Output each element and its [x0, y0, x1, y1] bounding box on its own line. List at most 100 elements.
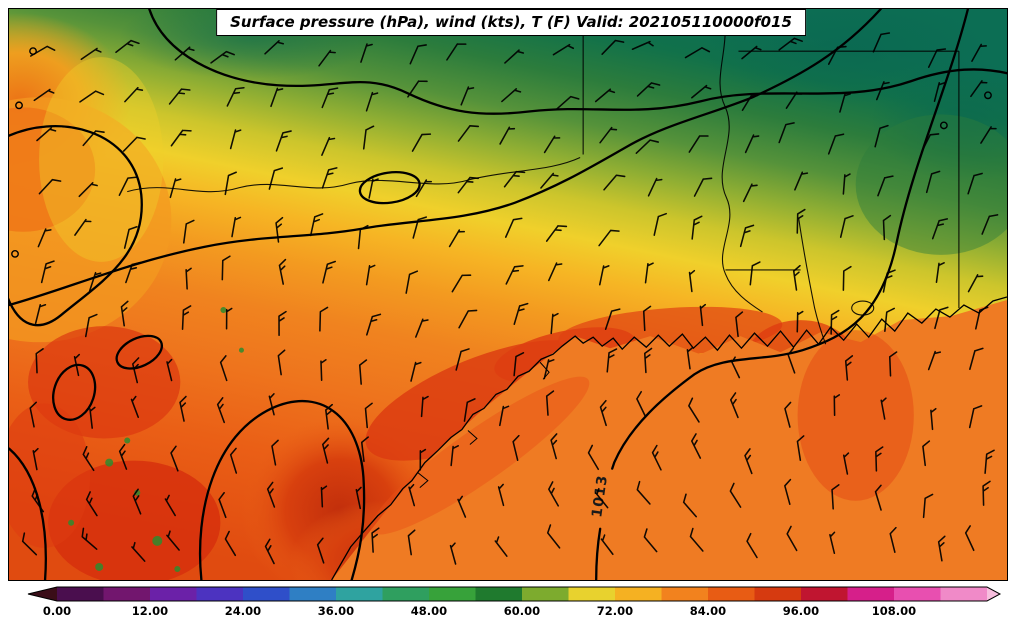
- wind-barb: [880, 397, 887, 420]
- wind-barb: [420, 395, 429, 418]
- colorbar-segment: [475, 587, 522, 601]
- wind-barb: [446, 43, 467, 61]
- wind-barb: [229, 447, 238, 474]
- wind-barb: [682, 493, 697, 518]
- wind-barb: [691, 84, 712, 99]
- wind-barb: [38, 178, 62, 195]
- wind-barb: [40, 260, 55, 284]
- wind-barb: [448, 229, 466, 248]
- wind-barb: [842, 452, 850, 475]
- wind-barb: [85, 491, 98, 517]
- wind-barb: [224, 171, 237, 196]
- wind-barb: [920, 133, 940, 153]
- wind-barb: [784, 478, 792, 505]
- wind-barb: [455, 348, 470, 371]
- wind-barb: [982, 480, 991, 506]
- wind-barb: [80, 47, 102, 61]
- pressure-contours: [9, 9, 1007, 580]
- wind-barb: [268, 393, 275, 416]
- wind-barb: [270, 87, 284, 108]
- wind-barb: [316, 537, 325, 564]
- wind-barb: [688, 269, 696, 293]
- wind-barb: [358, 359, 368, 385]
- wind-barb: [967, 274, 984, 293]
- wind-barb: [325, 403, 334, 430]
- wind-barb: [34, 303, 47, 325]
- wind-barb: [934, 306, 949, 330]
- colorbar-tick-label: 48.00: [410, 604, 448, 618]
- wind-barb: [457, 495, 467, 518]
- wind-barb: [882, 269, 896, 293]
- wind-barb: [124, 86, 144, 103]
- wind-barb: [968, 405, 983, 429]
- wind-barb: [839, 215, 854, 238]
- wind-barb: [729, 392, 739, 419]
- wind-barb: [833, 394, 841, 416]
- wind-barb: [647, 177, 663, 197]
- wind-barb: [888, 351, 898, 377]
- wind-barb: [552, 43, 575, 56]
- wind-barb: [875, 81, 890, 101]
- wind-barb: [164, 494, 176, 517]
- colorbar-tick-label: 24.00: [224, 604, 262, 618]
- wind-barb: [309, 213, 324, 237]
- wind-barb: [794, 171, 809, 191]
- wind-barb: [927, 48, 947, 68]
- wind-barb: [122, 136, 146, 152]
- wind-barb: [123, 225, 138, 249]
- wind-barb: [271, 439, 279, 466]
- wind-barb: [653, 212, 667, 236]
- wind-barb: [548, 481, 560, 507]
- wind-barb: [644, 262, 654, 284]
- wind-barb: [749, 261, 761, 286]
- colorbar-outline: [27, 586, 1002, 602]
- wind-barb: [967, 172, 983, 195]
- wind-barb: [371, 527, 380, 553]
- wind-barb: [415, 179, 433, 198]
- wind-barb: [504, 49, 525, 64]
- wind-barb: [604, 308, 621, 331]
- wind-barb: [268, 167, 284, 190]
- wind-barb: [166, 530, 180, 551]
- wind-barb: [792, 264, 801, 291]
- wind-barb: [221, 255, 231, 281]
- wind-barb: [366, 313, 382, 336]
- wind-barb: [457, 176, 480, 194]
- wind-barb: [458, 309, 478, 329]
- wind-barb: [451, 274, 472, 293]
- wind-barb: [925, 170, 941, 194]
- wind-barb: [545, 390, 555, 416]
- wind-barb: [82, 130, 105, 147]
- colorbar-segment: [801, 587, 848, 601]
- wind-barb: [170, 445, 179, 472]
- wind-barb: [550, 312, 559, 335]
- wind-barb: [922, 440, 931, 467]
- wind-barb: [364, 402, 373, 429]
- wind-barb: [275, 130, 292, 152]
- wind-barb: [643, 528, 658, 553]
- wind-barb: [166, 358, 173, 382]
- wind-barb: [32, 447, 39, 471]
- pressure-contour-label: 1013: [589, 474, 611, 519]
- wind-barb: [872, 32, 891, 53]
- weather-map: 1013: [9, 9, 1007, 580]
- wind-barb: [600, 534, 614, 556]
- wind-barb: [690, 433, 702, 459]
- wind-barb: [449, 542, 457, 565]
- wind-barb: [494, 536, 508, 557]
- wind-barb: [365, 264, 376, 286]
- wind-barb: [746, 532, 758, 559]
- colorbar: [27, 586, 1002, 602]
- colorbar-under-arrow: [28, 587, 57, 601]
- wind-barb: [499, 405, 510, 427]
- temperature-fill-field: [9, 9, 1007, 580]
- wind-barb: [787, 347, 796, 374]
- wind-barb: [984, 449, 995, 474]
- wind-barb: [739, 224, 755, 248]
- wind-barb: [555, 95, 580, 111]
- colorbar-segment: [289, 587, 336, 601]
- wind-barb: [132, 357, 140, 384]
- wind-barb: [319, 306, 329, 332]
- wind-barb: [882, 214, 892, 241]
- terrain-speckles: [68, 307, 244, 572]
